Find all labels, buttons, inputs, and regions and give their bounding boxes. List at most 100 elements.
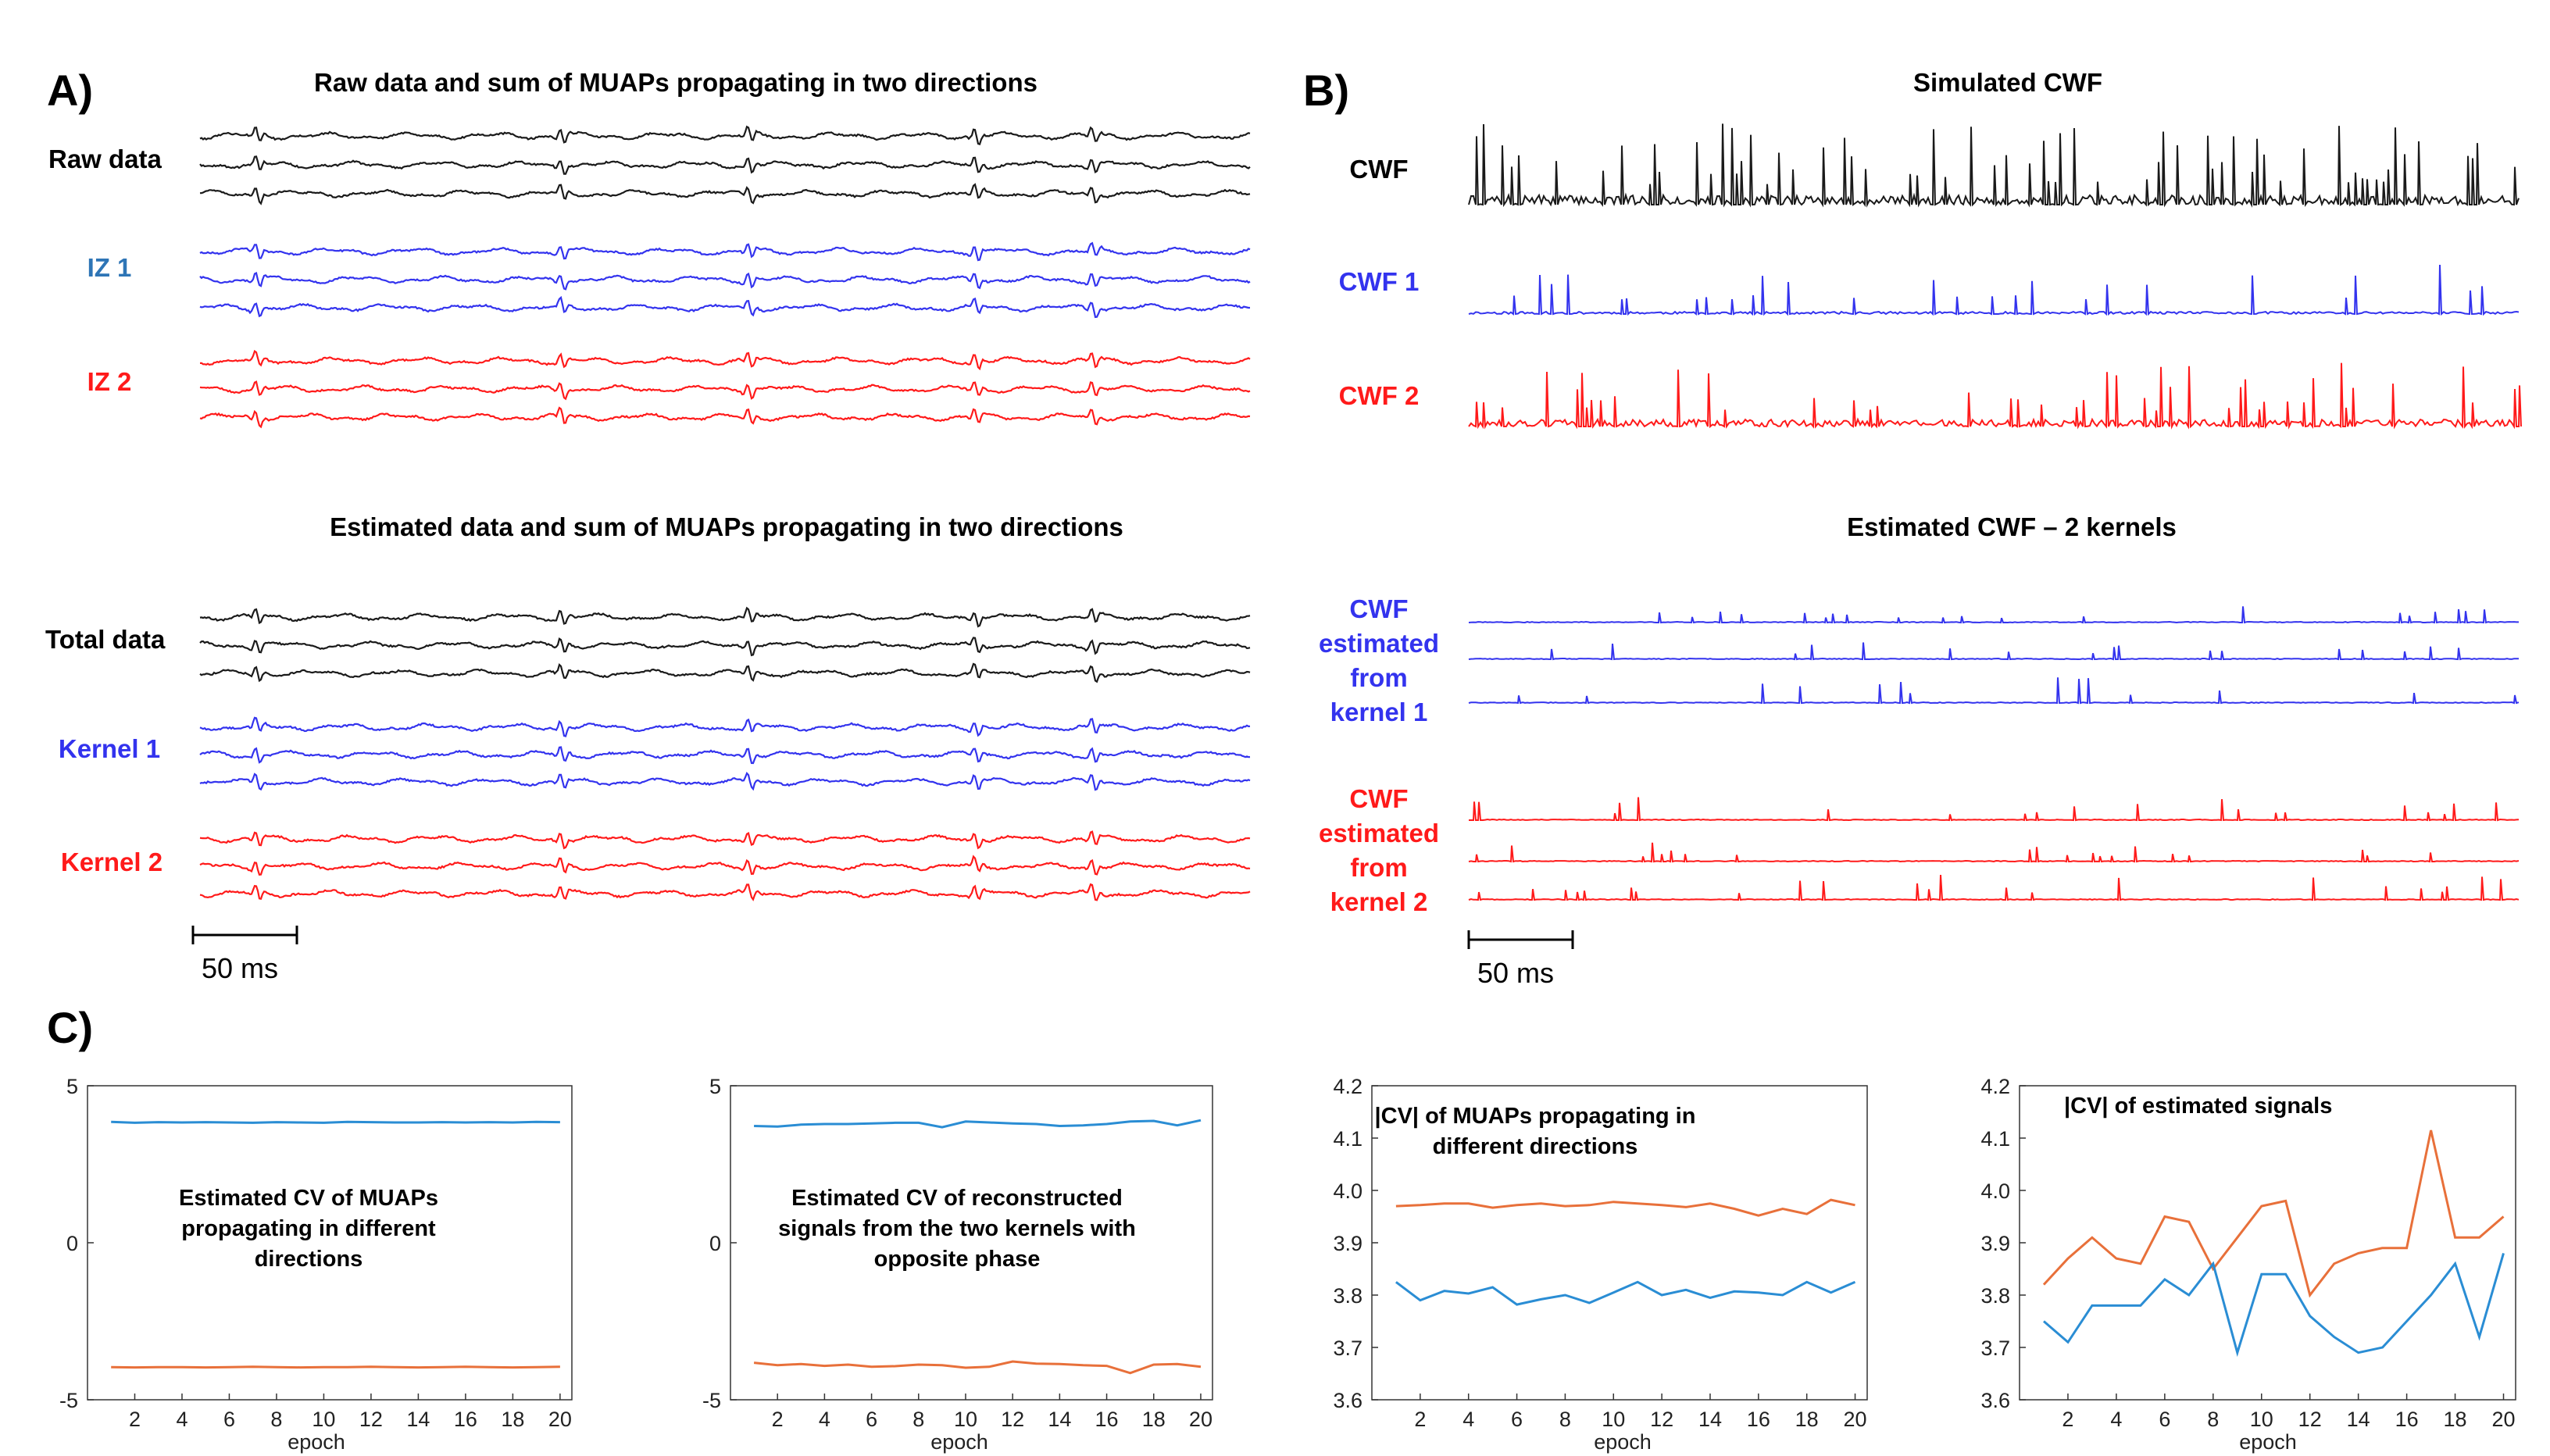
panel-a-bottom-title: Estimated data and sum of MUAPs propagat…: [330, 512, 1123, 541]
x-tick-label: 10: [2250, 1408, 2273, 1431]
y-tick-label: 3.8: [1333, 1284, 1362, 1308]
x-tick-label: 6: [1511, 1408, 1523, 1431]
x-tick-label: 8: [270, 1408, 282, 1431]
row-label-raw-data: Raw data: [48, 145, 162, 173]
x-axis-label: epoch: [288, 1430, 345, 1454]
x-tick-label: 4: [1462, 1408, 1474, 1431]
series-line-blue: [1395, 1280, 1856, 1306]
x-tick-label: 10: [1602, 1408, 1625, 1431]
kernel1-label-line: kernel 1: [1330, 698, 1428, 726]
series-line-orange: [1395, 1198, 1855, 1217]
series-line-negative: [111, 1365, 560, 1369]
cwf-trace: [1468, 264, 2520, 316]
y-tick-label: 3.6: [1333, 1389, 1362, 1412]
x-tick-label: 18: [1142, 1408, 1166, 1431]
chart-annotation-line: |CV| of MUAPs propagating in: [1375, 1104, 1696, 1129]
x-tick-label: 12: [2298, 1408, 2322, 1431]
chart-annotation-line: Estimated CV of MUAPs: [179, 1186, 438, 1211]
row-label-iz2: IZ 2: [88, 367, 132, 396]
x-tick-label: 16: [1747, 1408, 1770, 1431]
panel-c-label: C): [47, 1003, 93, 1052]
abs-cv-chart-muaps: |CV| of MUAPs propagating in different d…: [1333, 1075, 1868, 1454]
emg-trace: [199, 606, 1251, 628]
cwf-trace: [1468, 797, 2520, 822]
cwf-trace: [1468, 677, 2520, 705]
x-tick-label: 14: [1698, 1408, 1722, 1431]
emg-trace: [199, 883, 1251, 901]
emg-trace: [199, 716, 1251, 737]
cwf-trace: [1468, 362, 2522, 430]
scale-bar-b: [1467, 930, 1574, 949]
y-tick-label: 4.1: [1333, 1127, 1362, 1151]
cwf-trace: [1468, 842, 2520, 863]
emg-trace: [200, 349, 1251, 371]
emg-trace: [199, 380, 1251, 401]
x-tick-label: 20: [1844, 1408, 1867, 1431]
panel-a-label: A): [47, 66, 93, 115]
row-label-total-data: Total data: [45, 625, 166, 654]
x-tick-label: 2: [772, 1408, 784, 1431]
x-tick-label: 16: [454, 1408, 477, 1431]
x-tick-label: 6: [866, 1408, 877, 1431]
row-label-cwf2: CWF 2: [1339, 381, 1420, 410]
emg-trace: [199, 746, 1251, 765]
x-tick-label: 10: [954, 1408, 977, 1431]
y-tick-label: 3.9: [1980, 1232, 2010, 1255]
cwf-trace: [1468, 874, 2520, 901]
x-tick-label: 12: [1001, 1408, 1024, 1431]
panel-a-top-title: Raw data and sum of MUAPs propagating in…: [314, 68, 1038, 97]
kernel1-label-line: estimated: [1319, 629, 1439, 658]
y-tick-label: 3.9: [1333, 1232, 1362, 1255]
kernel1-label-line: CWF: [1349, 594, 1408, 623]
row-label-cwf-kernel1: CWF estimated from kernel 1: [1319, 594, 1439, 726]
x-axis-label: epoch: [1594, 1430, 1652, 1454]
y-tick-label: -5: [59, 1389, 78, 1412]
y-tick-label: 4.2: [1980, 1075, 2010, 1098]
x-tick-label: 20: [1189, 1408, 1212, 1431]
x-tick-label: 6: [223, 1408, 235, 1431]
series-line-negative: [753, 1360, 1202, 1375]
emg-trace: [199, 241, 1251, 262]
plot-frame: [2019, 1085, 2516, 1401]
y-tick-label: 5: [66, 1075, 78, 1098]
cwf-trace: [1468, 606, 2519, 624]
cv-chart-reconstructed: Estimated CV of reconstructed signals fr…: [702, 1075, 1213, 1454]
x-tick-label: 2: [1414, 1408, 1426, 1431]
y-tick-label: 0: [66, 1232, 78, 1255]
emg-trace: [199, 637, 1251, 657]
y-tick-label: 0: [709, 1232, 721, 1255]
emg-trace: [199, 406, 1251, 429]
y-tick-label: 4.0: [1980, 1179, 2010, 1203]
kernel2-label-line: from: [1350, 853, 1407, 882]
plot-frame: [730, 1085, 1213, 1401]
x-axis-label: epoch: [930, 1430, 988, 1454]
emg-trace: [199, 662, 1251, 683]
cwf-trace: [1468, 123, 2520, 208]
cwf-traces: [1468, 123, 2522, 901]
cv-chart-muaps: Estimated CV of MUAPs propagating in dif…: [59, 1075, 573, 1454]
emg-trace: [199, 830, 1251, 850]
emg-traces: [199, 125, 1251, 901]
x-tick-label: 20: [2491, 1408, 2515, 1431]
x-tick-label: 4: [2110, 1408, 2122, 1431]
x-tick-label: 18: [1795, 1408, 1819, 1431]
row-label-kernel2: Kernel 2: [61, 848, 162, 876]
x-tick-label: 2: [129, 1408, 141, 1431]
kernel2-label-line: kernel 2: [1330, 887, 1428, 916]
x-tick-label: 8: [1559, 1408, 1571, 1431]
y-tick-label: 5: [709, 1075, 721, 1098]
panel-b-top-title: Simulated CWF: [1913, 68, 2102, 97]
scale-bar-a: [191, 926, 298, 944]
emg-trace: [199, 272, 1251, 291]
y-tick-label: 4.0: [1333, 1179, 1362, 1203]
y-tick-label: 4.1: [1980, 1127, 2010, 1151]
x-tick-label: 14: [1048, 1408, 1071, 1431]
chart-annotation-line: signals from the two kernels with: [778, 1216, 1136, 1241]
kernel2-label-line: estimated: [1319, 819, 1439, 848]
series-line-orange: [2042, 1129, 2505, 1298]
series-line-blue: [2043, 1252, 2505, 1358]
plot-frame: [1371, 1085, 1868, 1401]
emg-trace: [199, 855, 1251, 876]
emg-trace: [199, 125, 1251, 145]
